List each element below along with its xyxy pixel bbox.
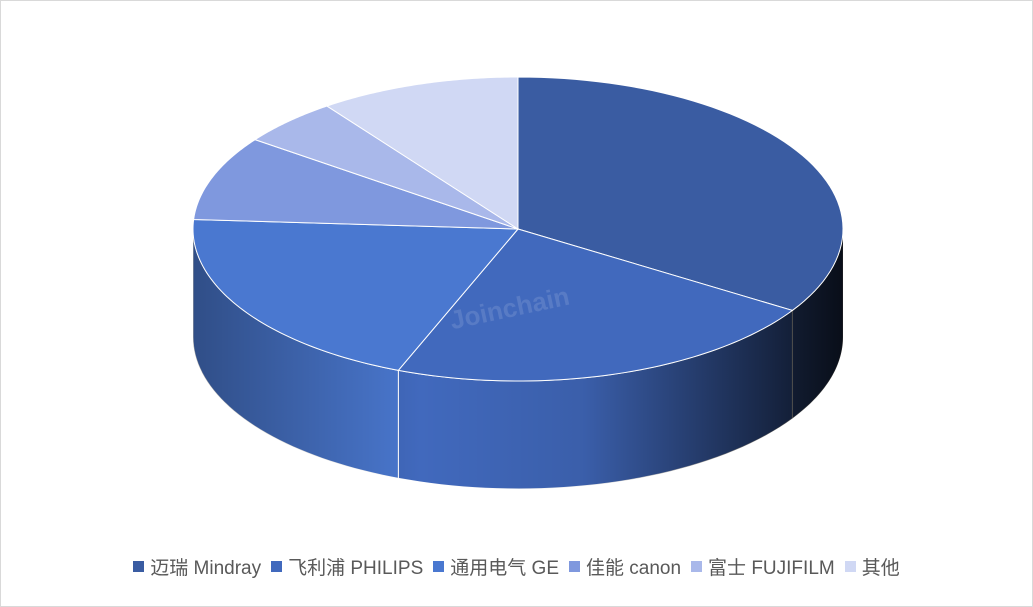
slice-佳能-canon[interactable] bbox=[193, 139, 519, 230]
legend-label: 其他 bbox=[861, 558, 900, 579]
legend-swatch bbox=[691, 561, 703, 572]
slice-富士-fujifilm[interactable] bbox=[253, 105, 519, 230]
legend-label: 佳能 canon bbox=[586, 558, 682, 579]
legend-item[interactable]: 飞利浦 PHILIPS bbox=[271, 553, 423, 580]
legend-swatch bbox=[569, 561, 580, 572]
legend-swatch bbox=[844, 561, 856, 572]
slice-其他[interactable] bbox=[325, 76, 519, 230]
legend-item[interactable]: 其他 bbox=[844, 553, 900, 580]
legend-item[interactable]: 富士 FUJIFILM bbox=[691, 553, 835, 580]
legend-label: 富士 FUJIFILM bbox=[708, 558, 835, 579]
legend-swatch bbox=[133, 561, 145, 572]
legend-item[interactable]: 通用电气 GE bbox=[433, 553, 559, 580]
legend-swatch bbox=[271, 561, 283, 572]
legend-label: 飞利浦 PHILIPS bbox=[288, 558, 424, 579]
legend-label: 迈瑞 Mindray bbox=[150, 558, 262, 579]
legend-label: 通用电气 GE bbox=[450, 558, 559, 579]
legend-item[interactable]: 佳能 canon bbox=[569, 553, 681, 580]
slice-迈瑞-mindray[interactable] bbox=[517, 76, 844, 311]
slice-通用电气-ge[interactable] bbox=[192, 218, 520, 371]
legend-swatch bbox=[433, 561, 445, 572]
legend-item[interactable]: 迈瑞 Mindray bbox=[133, 553, 261, 580]
slice-飞利浦-philips[interactable] bbox=[397, 228, 794, 382]
legend: 迈瑞 Mindray 飞利浦 PHILIPS 通用电气 GE 佳能 canon 富士 F… bbox=[1, 553, 1032, 580]
